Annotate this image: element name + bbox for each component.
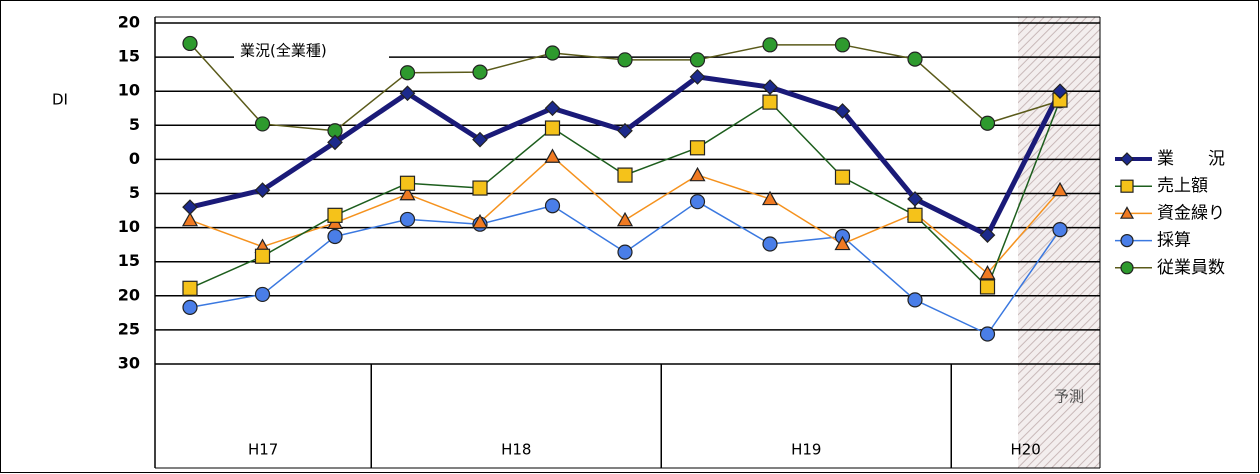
y-tick-label: 15 [118,251,140,270]
marker [327,207,343,223]
marker [762,79,778,95]
marker [907,51,923,67]
marker [834,37,851,53]
marker [544,120,561,136]
y-tick-label: 10 [118,217,140,236]
marker [689,69,706,85]
marker [979,265,996,280]
forecast-label: 予測 [1054,388,1084,406]
annotation: 業況(全業種) [240,42,327,60]
y-tick-label: 20 [118,13,140,32]
marker [399,85,416,102]
legend-marker [1120,179,1134,193]
group-label: H20 [1010,441,1040,459]
marker [762,236,778,252]
marker [689,140,706,156]
marker [399,185,416,201]
marker [327,134,343,151]
marker [472,64,488,80]
group-label: H18 [501,441,531,459]
marker [472,180,488,196]
marker [399,211,416,228]
marker [254,182,271,198]
marker [617,122,633,139]
y-tick-label: 30 [118,354,140,373]
legend-label: 業 況 [1157,149,1225,169]
marker [979,227,996,243]
y-tick-label: 5 [129,183,140,202]
y-tick-label: 10 [118,81,140,100]
marker [471,213,489,229]
marker [617,244,633,260]
marker [979,279,996,295]
legend-marker [1120,152,1134,166]
legend-marker [1119,206,1135,219]
marker [834,169,851,185]
y-tick-label: 0 [129,149,140,168]
marker [327,228,343,245]
y-tick-label: 5 [129,115,140,134]
marker [762,37,778,53]
marker [616,211,634,227]
group-label: H17 [248,441,278,459]
marker [544,45,561,61]
y-tick-label: 25 [118,319,140,338]
marker [1052,222,1068,238]
marker [182,199,198,215]
y-tick-label: 15 [118,47,140,66]
legend-marker [1120,261,1134,275]
legend-label: 資金繰り [1157,203,1225,223]
marker [761,190,779,206]
marker [834,235,851,251]
marker [182,280,198,296]
marker [254,248,271,264]
marker [617,52,633,68]
marker [399,175,416,191]
marker [254,116,271,132]
legend-label: 採算 [1157,231,1191,251]
marker [907,191,923,207]
marker [182,299,198,315]
marker [689,166,706,182]
legend-label: 売上額 [1157,176,1208,196]
marker [979,326,996,342]
marker [544,100,561,117]
marker [544,148,561,163]
annotation-bg [234,40,389,62]
y-axis-label: DI [52,91,68,109]
legend-label: 従業員数 [1157,258,1225,278]
marker [689,194,706,210]
marker [979,115,996,131]
marker [907,292,923,308]
marker [399,65,416,81]
marker [907,207,923,223]
marker [472,131,488,148]
marker [762,94,778,110]
group-label: H19 [791,441,821,459]
marker [544,198,561,214]
marker [617,167,633,183]
marker [689,52,706,68]
marker [254,286,271,303]
marker [1052,83,1068,100]
marker [1051,181,1069,197]
legend-marker [1120,234,1134,248]
y-tick-label: 20 [118,285,140,304]
marker [834,103,851,119]
marker [182,35,198,52]
marker [181,211,199,227]
